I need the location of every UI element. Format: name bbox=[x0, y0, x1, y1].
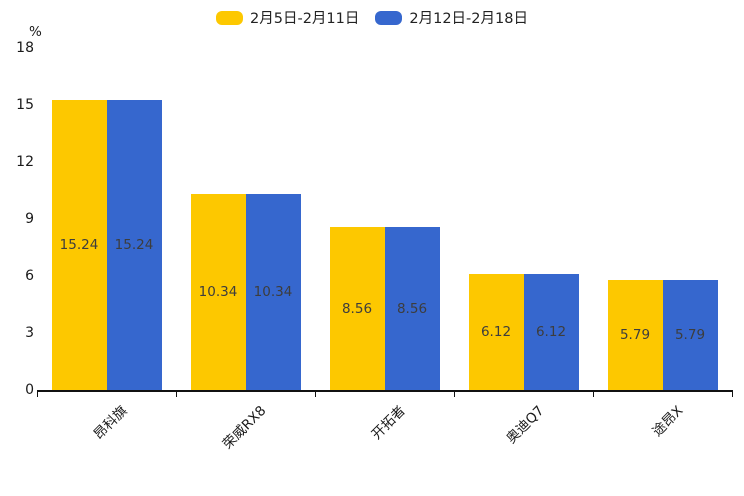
legend-label-week2: 2月12日-2月18日 bbox=[409, 11, 528, 27]
bar-value-label: 6.12 bbox=[480, 323, 512, 340]
legend-label-week1: 2月5日-2月11日 bbox=[250, 11, 360, 27]
bar-week2[interactable] bbox=[523, 273, 579, 390]
bar-week1[interactable] bbox=[329, 227, 385, 390]
legend-item-week2[interactable]: 2月12日-2月18日 bbox=[375, 7, 528, 28]
legend-item-week1[interactable]: 2月5日-2月11日 bbox=[216, 7, 359, 28]
y-tick-label: 0 bbox=[25, 382, 34, 398]
y-tick-label: 9 bbox=[25, 211, 34, 227]
x-axis-line bbox=[37, 390, 732, 392]
y-tick-label: 6 bbox=[25, 268, 34, 284]
x-axis-tick bbox=[36, 390, 38, 397]
bar-value-label: 6.12 bbox=[535, 323, 567, 340]
bar-value-label: 15.24 bbox=[59, 237, 99, 254]
bar-week1[interactable] bbox=[190, 193, 246, 390]
bar-week2[interactable] bbox=[384, 227, 440, 390]
bar-week2[interactable] bbox=[662, 279, 718, 390]
bar-value-label: 5.79 bbox=[674, 326, 706, 343]
bar-week2[interactable] bbox=[106, 100, 162, 390]
x-category-label: 开拓者 bbox=[368, 402, 409, 443]
bar-value-label: 8.56 bbox=[341, 300, 373, 317]
y-tick-label: 15 bbox=[16, 97, 34, 113]
bar-week1[interactable] bbox=[607, 279, 663, 390]
y-tick-label: 18 bbox=[16, 40, 34, 56]
bar-value-label: 15.24 bbox=[114, 237, 154, 254]
x-category-label: 荣威RX8 bbox=[219, 402, 270, 453]
bar-value-label: 5.79 bbox=[619, 326, 651, 343]
bar-week2[interactable] bbox=[245, 193, 301, 390]
bar-week1[interactable] bbox=[51, 100, 107, 390]
y-axis-unit-label: % bbox=[29, 24, 42, 40]
x-axis-tick bbox=[592, 390, 594, 397]
chart-legend: 2月5日-2月11日 2月12日-2月18日 bbox=[0, 7, 744, 28]
x-axis-tick bbox=[175, 390, 177, 397]
y-tick-label: 12 bbox=[16, 154, 34, 170]
x-axis-tick bbox=[314, 390, 316, 397]
bar-value-label: 10.34 bbox=[253, 283, 293, 300]
x-category-label: 途昂X bbox=[649, 402, 687, 440]
bar-value-label: 8.56 bbox=[396, 300, 428, 317]
x-axis-tick bbox=[731, 390, 733, 397]
bar-week1[interactable] bbox=[468, 273, 524, 390]
y-tick-label: 3 bbox=[25, 325, 34, 341]
x-category-label: 昂科旗 bbox=[90, 402, 131, 443]
legend-swatch-yellow bbox=[216, 10, 244, 25]
x-category-label: 奥迪Q7 bbox=[503, 402, 548, 447]
bar-value-label: 10.34 bbox=[198, 283, 238, 300]
x-axis-tick bbox=[453, 390, 455, 397]
legend-swatch-blue bbox=[375, 10, 403, 25]
